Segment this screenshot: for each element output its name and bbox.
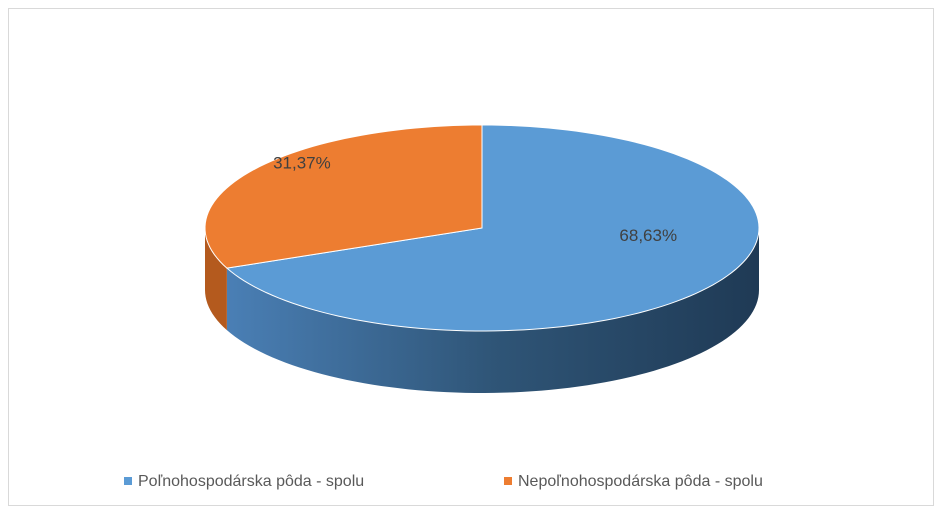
data-label: 68,63% [619,226,677,245]
legend-marker [124,477,132,485]
slice-side [205,228,227,331]
legend-marker [504,477,512,485]
legend-label: Poľnohospodárska pôda - spolu [138,473,364,490]
slice-side [226,228,760,393]
slice [204,124,483,269]
data-label: 31,37% [273,153,331,172]
legend-label: Nepoľnohospodárska pôda - spolu [518,473,763,490]
slice [225,124,760,332]
